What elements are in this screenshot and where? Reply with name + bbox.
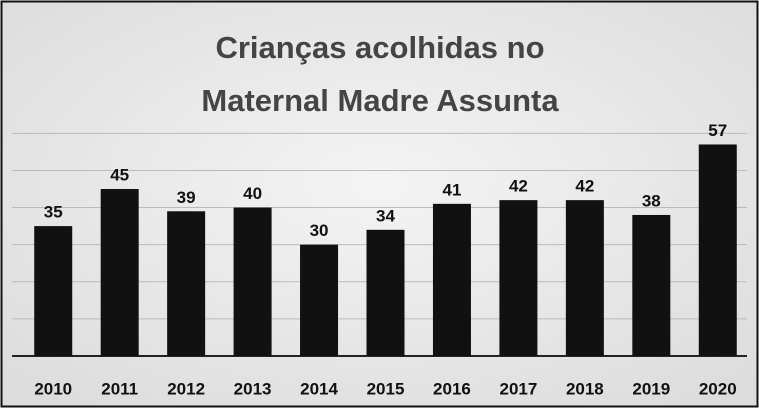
x-tick-label: 2019 <box>632 379 670 398</box>
value-label: 30 <box>310 221 329 240</box>
bar <box>632 214 671 356</box>
bar <box>698 144 737 356</box>
x-tick-label: 2020 <box>699 379 737 398</box>
x-tick-label: 2012 <box>167 379 205 398</box>
bar <box>300 244 339 356</box>
value-label: 42 <box>575 177 594 196</box>
bar <box>565 200 604 356</box>
x-tick-label: 2014 <box>300 379 338 398</box>
chart-title: Crianças acolhidas no <box>215 30 544 65</box>
bar <box>100 189 139 356</box>
bar <box>432 203 471 356</box>
value-label: 38 <box>642 191 661 210</box>
value-label: 35 <box>44 203 63 222</box>
value-label: 40 <box>243 184 262 203</box>
x-tick-label: 2015 <box>367 379 405 398</box>
chart-title: Maternal Madre Assunta <box>201 83 559 118</box>
bar <box>499 200 538 356</box>
x-tick-label: 2016 <box>433 379 471 398</box>
x-tick-label: 2010 <box>34 379 72 398</box>
x-tick-label: 2011 <box>101 379 138 398</box>
bar <box>233 207 272 356</box>
value-label: 42 <box>509 177 528 196</box>
x-tick-label: 2018 <box>566 379 604 398</box>
value-label: 34 <box>376 206 395 225</box>
bar <box>366 229 405 356</box>
bar <box>34 226 73 356</box>
bar <box>167 211 206 356</box>
value-label: 39 <box>177 188 196 207</box>
x-tick-label: 2013 <box>234 379 272 398</box>
value-label: 41 <box>442 180 461 199</box>
value-label: 45 <box>110 165 129 184</box>
value-label: 57 <box>708 121 727 140</box>
x-tick-label: 2017 <box>499 379 537 398</box>
